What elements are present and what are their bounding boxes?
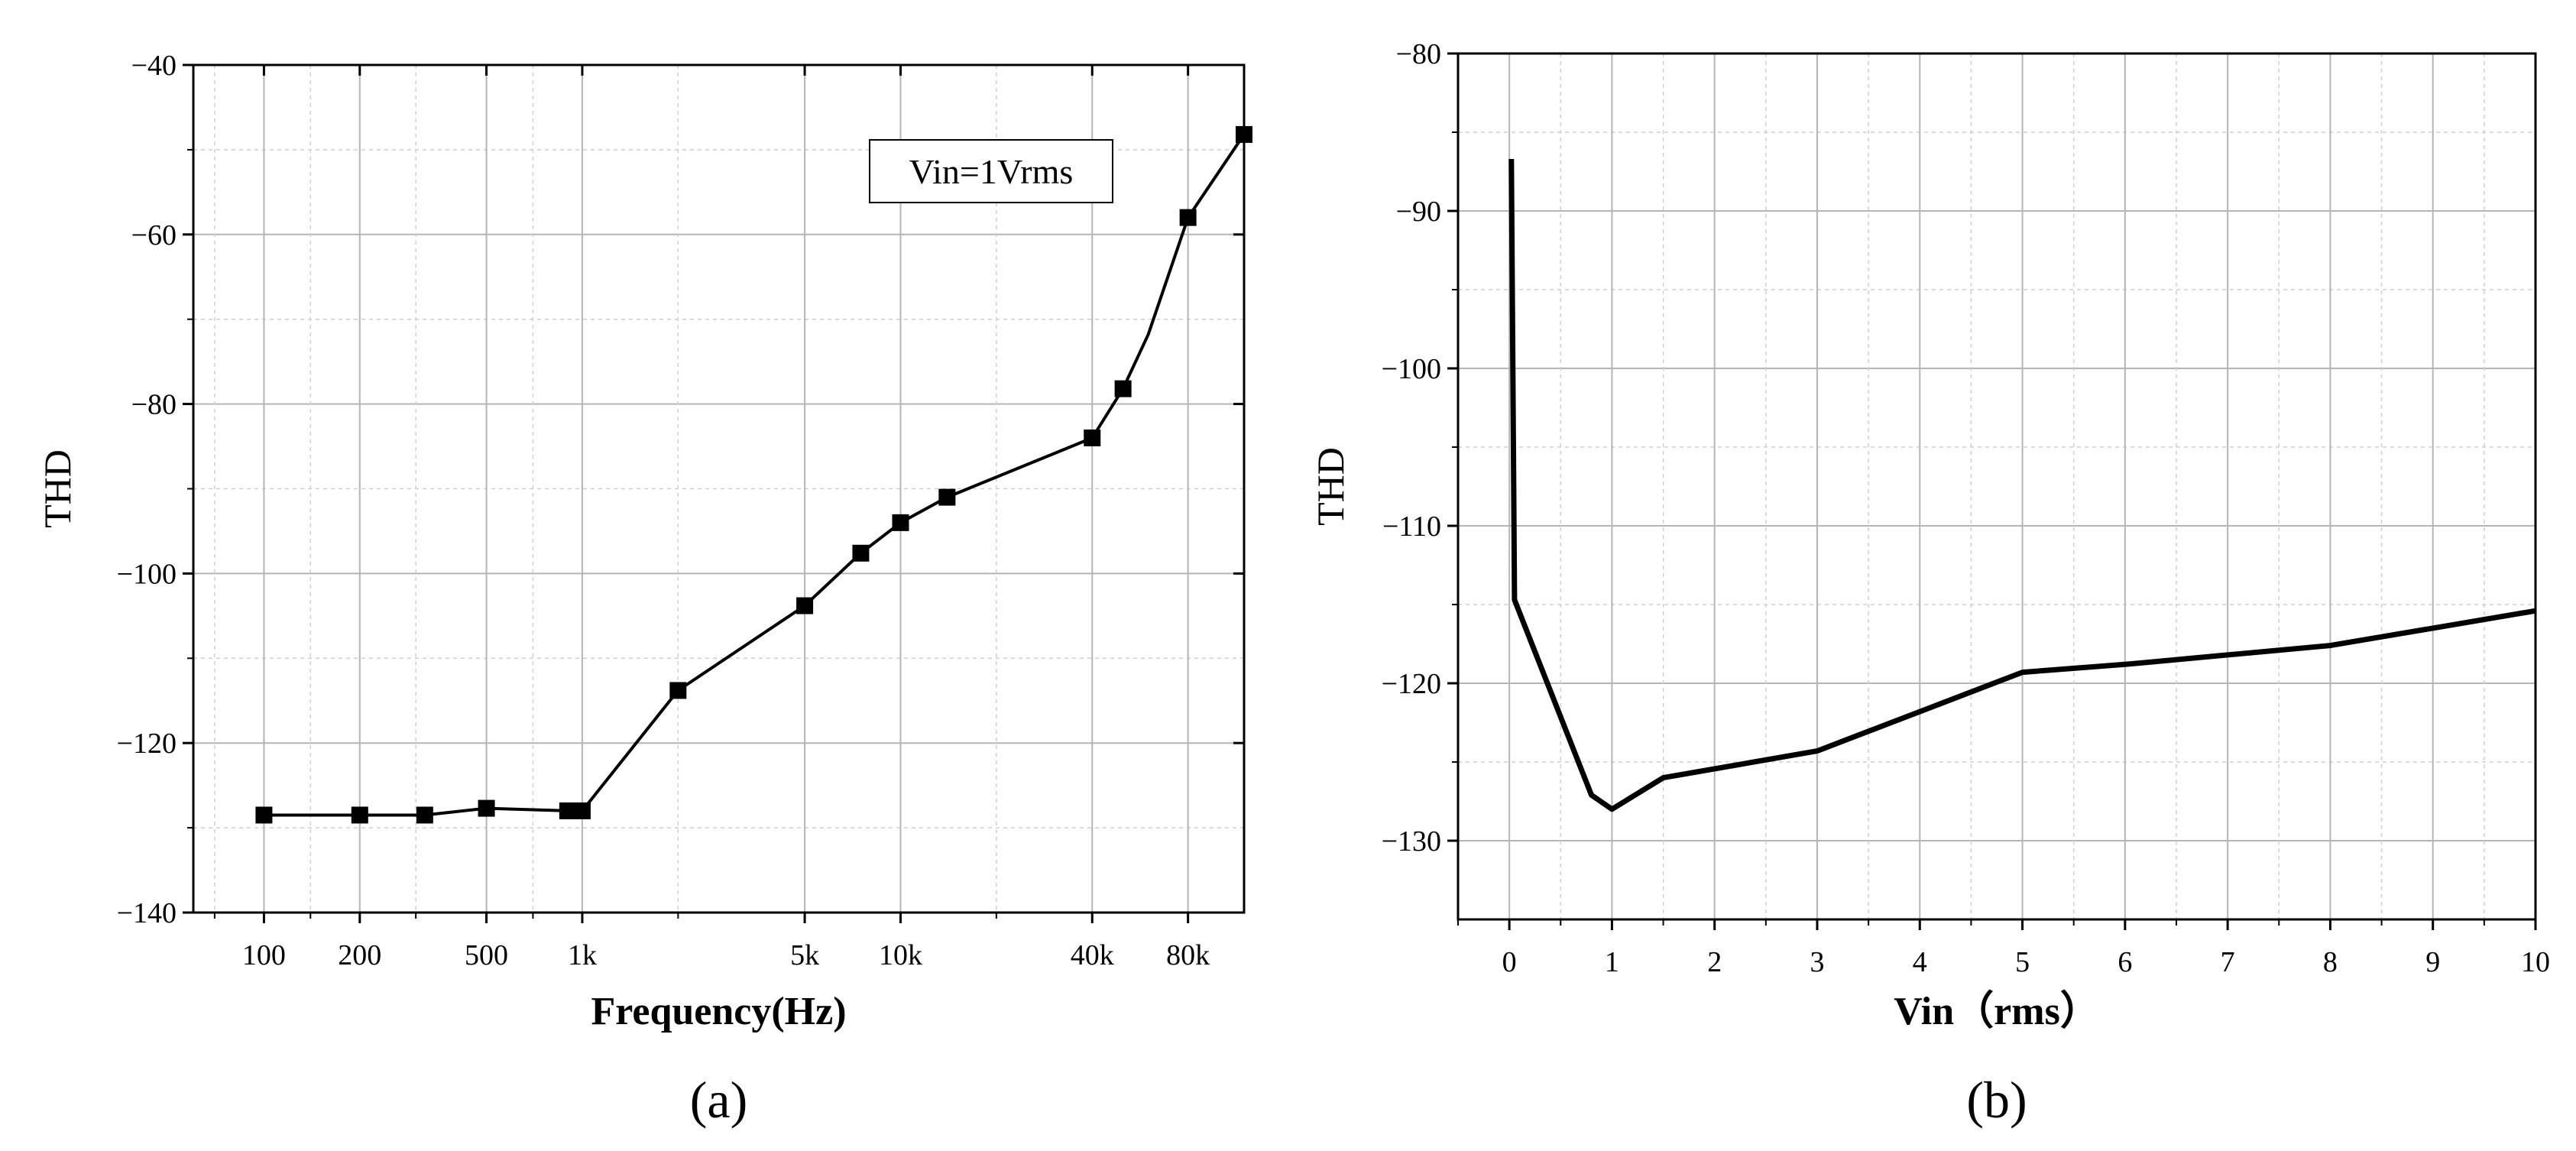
x-tick-label: 5 (2015, 946, 2030, 978)
data-point-marker (478, 799, 495, 817)
grid (1458, 53, 2535, 919)
data-point-marker (1114, 380, 1132, 397)
x-tick-label: 100 (242, 939, 286, 971)
y-tick-label: −130 (1382, 825, 1441, 858)
y-tick-label: −120 (117, 728, 177, 760)
grid (193, 65, 1244, 913)
x-tick-label: 200 (338, 939, 381, 971)
y-tick-label: −110 (1382, 511, 1441, 543)
data-point-marker (796, 597, 814, 614)
x-axis-title: Frequency(Hz) (591, 990, 846, 1033)
series-line (264, 133, 1246, 817)
y-tick-label: −140 (117, 897, 177, 929)
data-series (1508, 158, 2536, 812)
y-tick-label: −80 (1396, 38, 1441, 70)
x-tick-label: 40k (1071, 939, 1114, 971)
tick-labels: −130 −120 −110 −100 −90 −80 0 1 2 3 4 5 6 7 8 9 10 (1382, 38, 2550, 978)
x-tick-label: 6 (2118, 946, 2132, 978)
axes (183, 63, 1246, 923)
data-point-marker (255, 806, 273, 824)
chart-panel-b: −130 −120 −110 −100 −90 −80 0 1 2 3 4 5 6 7 8 9 10 Vin（r… (1309, 38, 2550, 1129)
x-tick-label: 5k (790, 939, 819, 971)
axes (1447, 52, 2537, 930)
x-tick-label: 2 (1707, 946, 1722, 978)
y-tick-label: −100 (1382, 353, 1441, 385)
data-point-marker (573, 802, 591, 819)
x-tick-label: 9 (2425, 946, 2440, 978)
x-tick-label: 1k (568, 939, 597, 971)
data-series (255, 125, 1252, 824)
data-point-marker (938, 488, 956, 506)
y-axis-title: THD (36, 449, 79, 528)
x-tick-label: 4 (1913, 946, 1927, 978)
data-point-marker (1179, 209, 1197, 226)
series-line (1508, 158, 2536, 812)
data-point-marker (892, 514, 909, 531)
annotation-text: Vin=1Vrms (909, 152, 1074, 191)
plot-frame (1456, 52, 2537, 921)
data-point-marker (351, 806, 368, 824)
x-tick-label: 500 (465, 939, 508, 971)
y-tick-label: −120 (1382, 668, 1441, 700)
x-tick-label: 1 (1605, 946, 1619, 978)
data-point-marker (1084, 429, 1101, 446)
x-tick-label: 3 (1810, 946, 1825, 978)
x-tick-label: 10k (879, 939, 922, 971)
x-tick-label: 8 (2323, 946, 2338, 978)
y-tick-label: −40 (131, 50, 177, 82)
x-axis-title: Vin（rms） (1894, 989, 2100, 1033)
data-point-marker (669, 682, 687, 699)
panel-label: (b) (1966, 1071, 2027, 1129)
data-point-marker (1236, 125, 1252, 143)
panel-label: (a) (690, 1071, 747, 1129)
x-tick-label: 10 (2521, 946, 2550, 978)
annotation-box: Vin=1Vrms (869, 139, 1113, 203)
data-point-marker (852, 544, 870, 562)
x-tick-label: 0 (1502, 946, 1517, 978)
tick-labels: −140 −120 −100 −80 −60 −40 100 200 500 1k 5k 10k 40k… (117, 50, 1210, 971)
y-tick-label: −100 (117, 558, 177, 590)
y-tick-label: −90 (1396, 196, 1441, 228)
y-tick-label: −80 (131, 389, 177, 421)
x-tick-label: 80k (1166, 939, 1210, 971)
y-axis-title: THD (1309, 447, 1352, 526)
data-point-marker (559, 802, 576, 819)
y-tick-label: −60 (131, 219, 177, 251)
chart-panel-a: −140 −120 −100 −80 −60 −40 100 200 500 1k 5k 10k 40k… (36, 50, 1252, 1129)
x-tick-label: 7 (2221, 946, 2235, 978)
data-point-marker (416, 806, 433, 824)
